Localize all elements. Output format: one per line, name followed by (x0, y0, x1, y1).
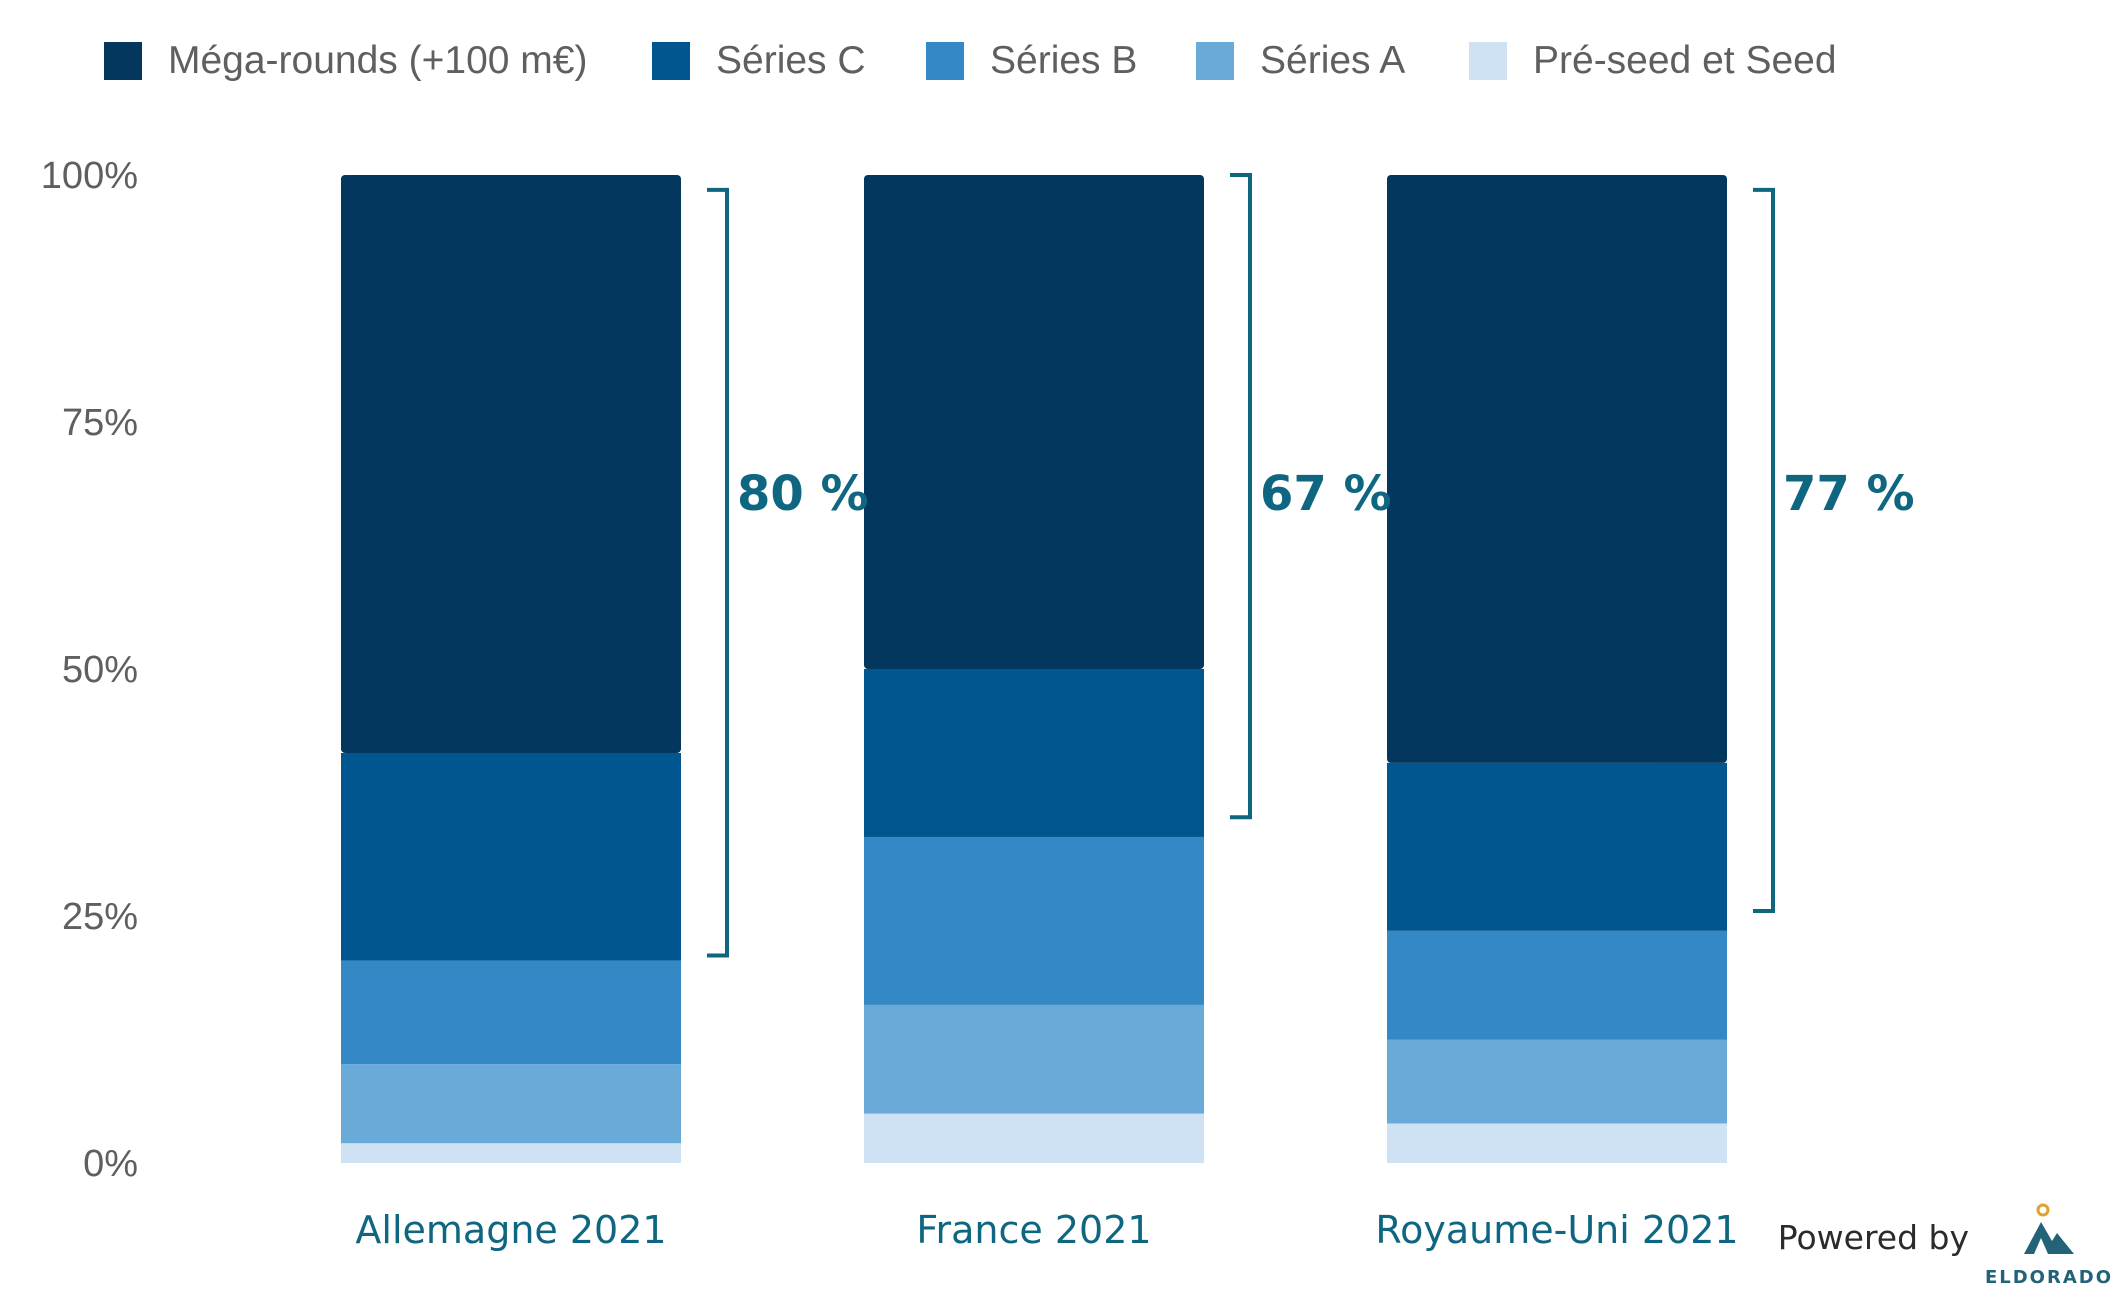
bar-segment-mega-rounds-100-m[interactable] (864, 175, 1204, 669)
legend-swatch (1469, 42, 1507, 80)
bar-segment-series-c[interactable] (1387, 762, 1727, 931)
bracket-line (1753, 187, 1775, 914)
y-axis: 0% 25% 50% 75% 100% (41, 155, 138, 1185)
brackets: 80 % 67 % 77 % (707, 173, 1915, 958)
bar-segment-series-a[interactable] (341, 1064, 681, 1144)
mountain-sun-icon[interactable] (2024, 1203, 2074, 1254)
bar-segment-series-b[interactable] (1387, 930, 1727, 1040)
bracket-line (707, 187, 729, 958)
legend-item-series-c: Séries C (652, 39, 866, 82)
legend-item-series-b: Séries B (926, 39, 1137, 82)
category-label: France 2021 (916, 1208, 1151, 1252)
bracket-line (1230, 173, 1252, 820)
category-label: Royaume-Uni 2021 (1375, 1208, 1738, 1252)
legend-swatch (926, 42, 964, 80)
bar-segment-series-c[interactable] (864, 669, 1204, 837)
legend-swatch (1196, 42, 1234, 80)
bracket-1: 80 % (707, 187, 869, 958)
bar-segment-series-b[interactable] (864, 836, 1204, 1005)
y-tick-label: 50% (62, 649, 138, 691)
legend-label: Méga-rounds (+100 m€) (168, 39, 587, 82)
powered-by-text: Powered by (1778, 1218, 1969, 1257)
legend-item-mega-rounds-100-m: Méga-rounds (+100 m€) (104, 39, 587, 82)
bracket-label: 77 % (1783, 466, 1915, 522)
bar-segment-mega-rounds-100-m[interactable] (1387, 175, 1727, 763)
bar-segment-series-a[interactable] (864, 1004, 1204, 1114)
y-tick-label: 100% (41, 155, 138, 197)
bar-segment-series-a[interactable] (1387, 1039, 1727, 1124)
legend-label: Pré-seed et Seed (1533, 39, 1837, 82)
legend-label: Séries B (990, 39, 1137, 82)
bar-segment-series-c[interactable] (341, 752, 681, 961)
legend-item-series-a: Séries A (1196, 39, 1405, 82)
y-tick-label: 25% (62, 896, 138, 938)
y-tick-label: 0% (83, 1143, 138, 1185)
bracket-label: 80 % (737, 466, 869, 522)
legend-label: Séries A (1260, 39, 1405, 82)
category-label: Allemagne 2021 (355, 1208, 666, 1252)
y-tick-label: 75% (62, 402, 138, 444)
bar-segment-pre-seed-et-seed[interactable] (1387, 1123, 1727, 1163)
legend-label: Séries C (716, 39, 866, 82)
legend-swatch (104, 42, 142, 80)
brand-name[interactable]: ELDORADO (1985, 1267, 2113, 1288)
bar-segment-pre-seed-et-seed[interactable] (864, 1113, 1204, 1163)
legend-swatch (652, 42, 690, 80)
bars (341, 175, 1727, 1163)
bar-segment-pre-seed-et-seed[interactable] (341, 1143, 681, 1163)
bracket-label: 67 % (1260, 466, 1392, 522)
bar-segment-series-b[interactable] (341, 960, 681, 1065)
powered-by-footer: Powered by ELDORADO (1778, 1203, 2113, 1288)
bar-segment-mega-rounds-100-m[interactable] (341, 175, 681, 753)
legend-item-pre-seed-et-seed: Pré-seed et Seed (1469, 39, 1837, 82)
bar-group-allemagne-2021 (341, 175, 681, 1163)
legend: Méga-rounds (+100 m€) Séries C Séries B Sér… (104, 39, 1837, 82)
bar-group-france-2021 (864, 175, 1204, 1163)
category-labels: Allemagne 2021 France 2021 Royaume-Uni 202… (355, 1208, 1738, 1252)
bracket-3: 77 % (1753, 187, 1915, 914)
bar-group-royaume-uni-2021 (1387, 175, 1727, 1163)
bracket-2: 67 % (1230, 173, 1392, 820)
